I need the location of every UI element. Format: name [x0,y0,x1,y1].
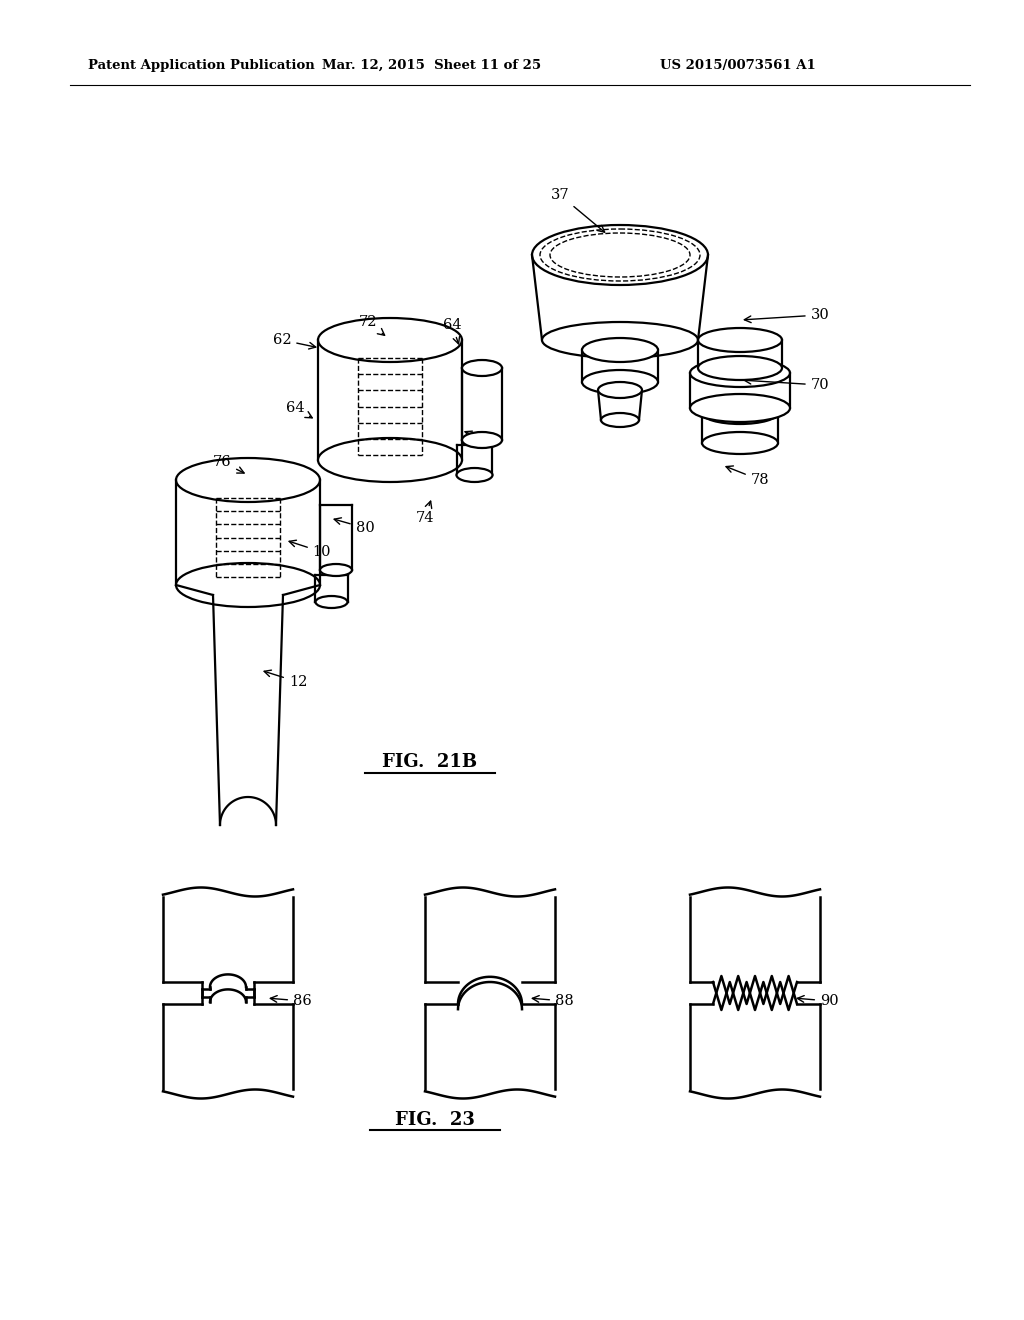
Text: 37: 37 [551,187,604,232]
Text: 10: 10 [289,540,331,558]
Ellipse shape [319,564,352,576]
Text: 30: 30 [744,308,829,322]
Text: 70: 70 [744,378,829,392]
Ellipse shape [315,597,347,609]
Ellipse shape [702,403,778,424]
Ellipse shape [542,322,698,358]
Text: 64: 64 [442,318,462,345]
Text: 64: 64 [286,401,312,418]
Ellipse shape [176,458,319,502]
Text: Mar. 12, 2015  Sheet 11 of 25: Mar. 12, 2015 Sheet 11 of 25 [323,58,542,71]
Ellipse shape [698,327,782,352]
Text: 12: 12 [264,671,307,689]
Text: FIG.  21B: FIG. 21B [382,752,477,771]
Ellipse shape [457,469,493,482]
Ellipse shape [582,338,658,362]
Ellipse shape [601,413,639,426]
Text: 90: 90 [798,994,839,1008]
Text: 66: 66 [465,432,495,447]
Text: US 2015/0073561 A1: US 2015/0073561 A1 [660,58,816,71]
Text: 76: 76 [213,455,244,473]
Ellipse shape [690,359,790,387]
Text: 72: 72 [358,315,385,335]
Text: 78: 78 [726,466,769,487]
Text: 80: 80 [334,517,375,535]
Ellipse shape [318,318,462,362]
Ellipse shape [598,381,642,399]
Ellipse shape [690,393,790,422]
Ellipse shape [702,432,778,454]
Ellipse shape [318,438,462,482]
Text: 88: 88 [532,994,573,1008]
Text: 86: 86 [270,994,311,1008]
Ellipse shape [176,564,319,607]
Ellipse shape [462,360,502,376]
Text: 74: 74 [416,502,434,525]
Text: Patent Application Publication: Patent Application Publication [88,58,314,71]
Ellipse shape [462,432,502,447]
Ellipse shape [582,370,658,393]
Ellipse shape [698,356,782,380]
Text: FIG.  23: FIG. 23 [395,1111,475,1129]
Text: 62: 62 [272,333,315,348]
